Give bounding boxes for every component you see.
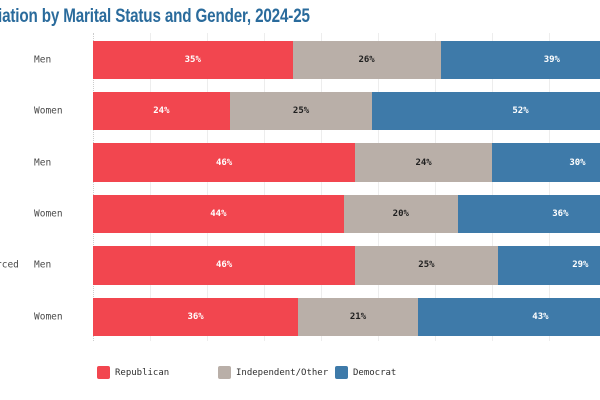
bar-segment-republican: 35% bbox=[93, 40, 293, 79]
gridline bbox=[549, 33, 550, 341]
bar-segment-democrat: 52% bbox=[372, 91, 600, 131]
bar-row: 36% 21% 43% bbox=[93, 297, 600, 336]
bar-segment-value: 36% bbox=[187, 311, 204, 322]
legend-swatch-republican-icon bbox=[97, 366, 110, 379]
bar-segment-value: 21% bbox=[349, 311, 367, 322]
bar-segment-republican: 36% bbox=[93, 297, 299, 336]
bar-segment-democrat: 29% bbox=[497, 246, 600, 285]
bar-segment-value: 43% bbox=[532, 311, 549, 322]
gridline bbox=[150, 33, 151, 341]
bar-segment-value: 52% bbox=[512, 106, 529, 117]
gridline bbox=[435, 33, 436, 341]
bar-segment-value: 35% bbox=[184, 54, 201, 65]
gridline bbox=[207, 33, 208, 341]
axis-line bbox=[93, 33, 94, 341]
bar-segment-value: 25% bbox=[418, 260, 435, 271]
legend-item-republican: Republican bbox=[97, 366, 169, 379]
bar-segment-democrat: 30% bbox=[491, 143, 600, 182]
legend-label: Republican bbox=[115, 367, 170, 378]
bar-segment-independent-other: 21% bbox=[298, 297, 418, 336]
legend-item-democrat: Democrat bbox=[335, 366, 396, 379]
legend-item-independent-other: Independent/Other bbox=[218, 366, 328, 379]
legend-label: Independent/Other bbox=[236, 367, 329, 378]
row-label-women-5: Women bbox=[34, 311, 63, 323]
bar-segment-value: 20% bbox=[392, 208, 409, 219]
bar-row: 46% 25% 29% bbox=[93, 246, 600, 285]
bar-segment-value: 29% bbox=[572, 260, 589, 271]
bar-segment-democrat: 39% bbox=[440, 40, 600, 79]
gridline bbox=[264, 33, 265, 341]
bar-segment-democrat: 43% bbox=[417, 297, 600, 336]
row-label-women-3: Women bbox=[34, 208, 63, 220]
bar-segment-value: 30% bbox=[569, 157, 586, 168]
bar-segment-value: 25% bbox=[292, 106, 310, 117]
bar-segment-value: 46% bbox=[215, 157, 233, 168]
row-label-men-0: Men bbox=[34, 54, 52, 66]
bar-segment-republican: 24% bbox=[93, 91, 230, 131]
bar-row: 24% 25% 52% bbox=[93, 91, 600, 131]
bar-segment-republican: 46% bbox=[93, 246, 356, 285]
bar-segment-value: 24% bbox=[153, 106, 170, 117]
legend-label: Democrat bbox=[353, 367, 397, 378]
bar-segment-republican: 46% bbox=[93, 143, 356, 182]
gridline bbox=[378, 33, 379, 341]
bar-segment-independent-other: 26% bbox=[292, 40, 441, 79]
bar-row: 46% 24% 30% bbox=[93, 143, 600, 182]
bar-segment-democrat: 36% bbox=[457, 194, 600, 234]
bar-segment-value: 39% bbox=[543, 54, 560, 65]
bar-segment-independent-other: 24% bbox=[355, 143, 492, 182]
gridline bbox=[321, 33, 322, 341]
bar-segment-value: 44% bbox=[210, 208, 227, 219]
row-label-women-1: Women bbox=[34, 105, 63, 117]
legend-swatch-independent-other-icon bbox=[218, 366, 231, 379]
bar-segment-value: 36% bbox=[552, 208, 569, 219]
row-label-men-2: Men bbox=[34, 157, 52, 169]
bar-row: 35% 26% 39% bbox=[93, 40, 600, 79]
bar-segment-value: 46% bbox=[215, 260, 233, 271]
legend-swatch-democrat-icon bbox=[335, 366, 348, 379]
gridline bbox=[492, 33, 493, 341]
row-label-men-4: Men bbox=[34, 259, 52, 271]
bar-segment-independent-other: 25% bbox=[229, 91, 373, 131]
bar-segment-independent-other: 25% bbox=[355, 246, 498, 285]
group-label-fragment: rced bbox=[0, 259, 19, 271]
bar-segment-independent-other: 20% bbox=[343, 194, 458, 234]
bar-segment-republican: 44% bbox=[93, 194, 344, 234]
bar-segment-value: 26% bbox=[358, 54, 375, 65]
chart-title: iation by Marital Status and Gender, 202… bbox=[0, 5, 310, 27]
bar-segment-value: 24% bbox=[415, 157, 432, 168]
bar-row: 44% 20% 36% bbox=[93, 194, 600, 234]
